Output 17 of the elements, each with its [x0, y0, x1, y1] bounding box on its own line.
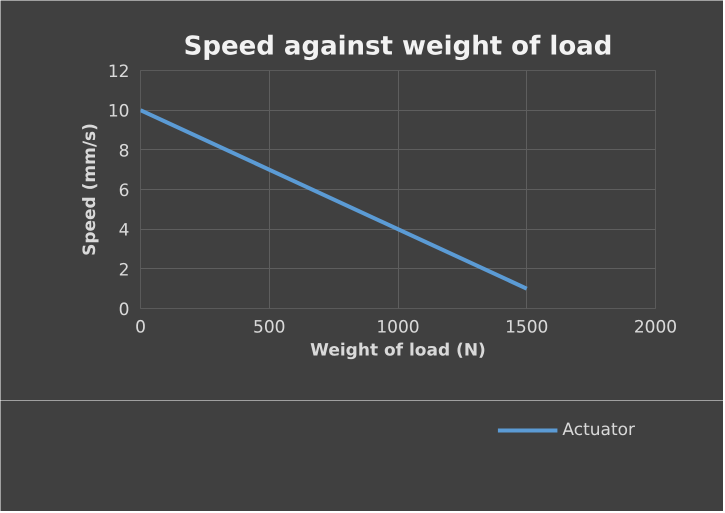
legend-label: Actuator — [562, 420, 635, 440]
x-tick-label: 2000 — [634, 318, 678, 338]
y-tick-label: 4 — [118, 220, 130, 241]
line-series — [140, 108, 529, 291]
y-tick-label: 2 — [118, 260, 130, 280]
chart-title: Speed against weight of load — [184, 32, 612, 62]
x-tick-label: 0 — [135, 318, 146, 338]
y-tick-label: 0 — [118, 300, 130, 320]
y-tick-label: 8 — [118, 141, 130, 162]
x-tick-label: 500 — [253, 318, 286, 338]
x-tick-label: 1500 — [505, 318, 548, 338]
y-axis-title: Speed (mm/s) — [80, 123, 100, 256]
x-tick-label: 1000 — [376, 318, 420, 338]
y-tick-label: 10 — [108, 102, 130, 122]
y-tick-label: 12 — [108, 62, 130, 82]
x-axis-title: Weight of load (N) — [310, 340, 486, 360]
y-tick-label: 6 — [118, 181, 130, 201]
